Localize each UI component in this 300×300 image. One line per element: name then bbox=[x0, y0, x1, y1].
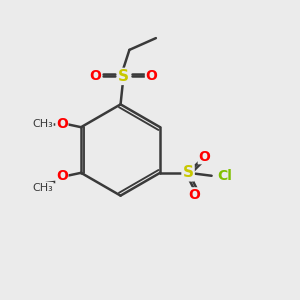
Text: CH₃: CH₃ bbox=[32, 119, 53, 129]
Text: CH₃: CH₃ bbox=[32, 182, 53, 193]
Text: S: S bbox=[183, 165, 194, 180]
Text: O: O bbox=[188, 188, 200, 202]
Text: O: O bbox=[90, 69, 101, 83]
Text: O: O bbox=[198, 150, 210, 164]
Text: S: S bbox=[118, 69, 129, 84]
Text: Cl: Cl bbox=[218, 169, 232, 183]
Text: O: O bbox=[146, 69, 158, 83]
Text: O: O bbox=[56, 117, 68, 131]
Text: O: O bbox=[56, 169, 68, 183]
